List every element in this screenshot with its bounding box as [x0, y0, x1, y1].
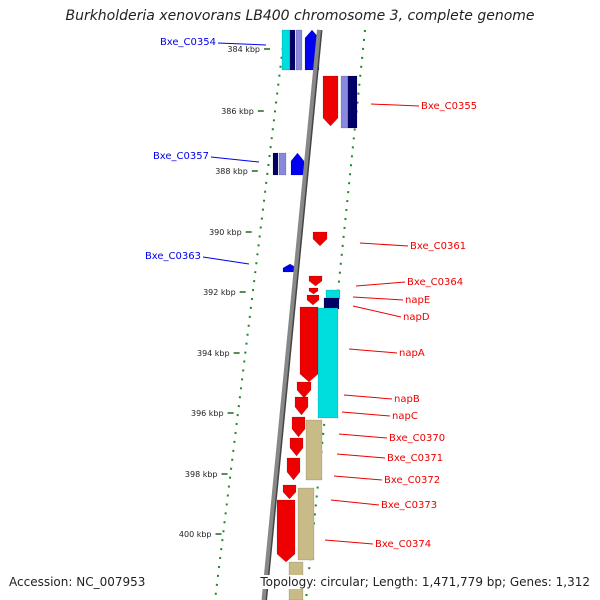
tick-label: 396 kbp	[191, 409, 224, 418]
gene-feature	[294, 396, 309, 416]
map-title: Burkholderia xenovorans LB400 chromosome…	[65, 8, 535, 24]
leader-line	[348, 348, 398, 354]
gene-label-napB[interactable]: napB	[394, 394, 420, 405]
gc-dot-line-2	[305, 29, 366, 600]
gene-label-Bxe_C0357[interactable]: Bxe_C0357	[153, 151, 209, 162]
gene-label-Bxe_C0370[interactable]: Bxe_C0370	[389, 433, 445, 444]
gene-label-Bxe_C0363[interactable]: Bxe_C0363	[145, 251, 201, 262]
accession-text: Accession: NC_007953	[9, 575, 146, 589]
gene-label-Bxe_C0373[interactable]: Bxe_C0373	[381, 500, 437, 511]
leader-line	[338, 433, 388, 439]
gene-feature	[289, 437, 304, 457]
gene-label-Bxe_C0371[interactable]: Bxe_C0371	[387, 453, 443, 464]
gene-feature	[322, 75, 339, 127]
gene-label-napE[interactable]: napE	[405, 295, 430, 306]
leader-line	[333, 475, 383, 481]
gc-dot-line-1	[214, 29, 286, 600]
gene-label-Bxe_C0374[interactable]: Bxe_C0374	[375, 539, 431, 550]
leader-line	[341, 411, 391, 417]
gene-label-Bxe_C0364[interactable]: Bxe_C0364	[407, 277, 463, 288]
gene-feature	[297, 487, 315, 561]
gene-feature	[306, 294, 320, 306]
leader-line	[324, 539, 374, 545]
gene-label-Bxe_C0361[interactable]: Bxe_C0361	[410, 241, 466, 252]
gene-feature	[276, 499, 296, 563]
tick-marks: 384 kbp 386 kbp 388 kbp 390 kbp 392 kbp 394 k…	[179, 45, 270, 539]
leader-line	[343, 394, 393, 400]
gene-labels: Bxe_C0354 Bxe_C0357 Bxe_C0363 Bxe_C0355 Bxe_…	[145, 37, 477, 550]
gene-feature	[282, 484, 297, 500]
leader-line	[352, 296, 404, 301]
tick-label: 384 kbp	[227, 45, 260, 54]
leader-line	[217, 42, 267, 46]
gene-feature	[296, 381, 312, 399]
gene-feature	[278, 152, 287, 176]
leader-line	[370, 103, 420, 107]
leader-line	[330, 499, 380, 506]
leader-line	[359, 242, 409, 247]
gene-feature	[308, 275, 323, 287]
tick-label: 390 kbp	[209, 228, 242, 237]
leader-line	[355, 281, 406, 287]
leader-line	[210, 156, 260, 163]
gene-label-napA[interactable]: napA	[399, 348, 425, 359]
gene-feature	[308, 287, 319, 295]
gene-feature	[272, 152, 279, 176]
backbone-line	[261, 29, 321, 600]
tick-label: 388 kbp	[215, 167, 248, 176]
tick-label: 398 kbp	[185, 470, 218, 479]
tick-label: 400 kbp	[179, 530, 212, 539]
gene-feature	[299, 306, 319, 383]
leader-line	[336, 453, 386, 459]
gene-feature	[281, 29, 291, 71]
gene-label-Bxe_C0355[interactable]: Bxe_C0355	[421, 101, 477, 112]
gene-feature	[323, 297, 340, 310]
genome-summary: Topology: circular; Length: 1,471,779 bp…	[260, 575, 590, 589]
gene-feature	[305, 419, 323, 481]
gene-feature	[347, 75, 358, 129]
gene-feature	[340, 75, 349, 129]
tick-label: 392 kbp	[203, 288, 236, 297]
gc-content-track	[214, 29, 366, 600]
genome-backbone	[261, 29, 323, 600]
gene-feature	[290, 152, 305, 176]
gene-label-Bxe_C0354[interactable]: Bxe_C0354	[160, 37, 216, 48]
gene-feature	[286, 457, 301, 481]
gene-feature	[317, 307, 339, 419]
tick-label: 394 kbp	[197, 349, 230, 358]
feature-track	[272, 29, 358, 600]
gene-feature	[291, 416, 306, 438]
gene-label-napC[interactable]: napC	[392, 411, 418, 422]
tick-label: 386 kbp	[221, 107, 254, 116]
gene-label-Bxe_C0372[interactable]: Bxe_C0372	[384, 475, 440, 486]
leader-line	[352, 305, 402, 318]
gene-feature	[289, 29, 296, 71]
gene-label-napD[interactable]: napD	[403, 312, 430, 323]
gene-feature	[312, 231, 328, 247]
gene-feature	[295, 29, 303, 71]
leader-line	[202, 256, 250, 265]
gene-feature	[325, 289, 341, 300]
